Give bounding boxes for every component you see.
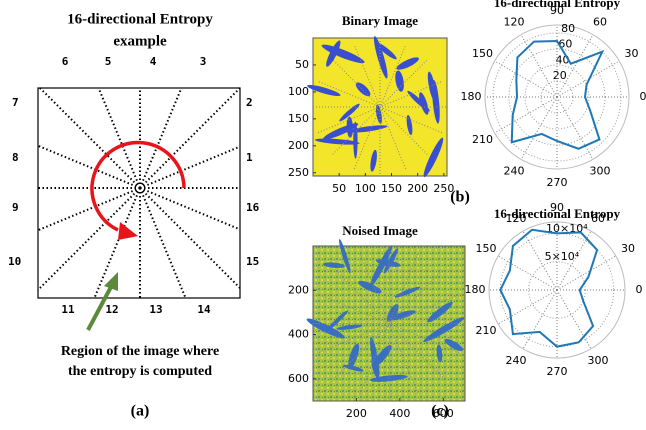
theta-tick-label: 90: [550, 201, 564, 214]
theta-tick-label: 60: [593, 16, 607, 29]
direction-label: 15: [246, 255, 259, 268]
theta-tick-label: 240: [506, 354, 527, 367]
theta-tick-label: 30: [624, 47, 638, 60]
direction-label: 13: [149, 303, 162, 316]
ray: [40, 88, 140, 188]
direction-label: 7: [12, 96, 19, 109]
y-tick-label: 400: [288, 328, 309, 341]
theta-tick-label: 60: [591, 212, 605, 225]
theta-tick-label: 0: [640, 90, 646, 103]
grid-spoke: [498, 290, 557, 324]
direction-label: 1: [246, 151, 253, 164]
image-title: Binary Image: [342, 13, 418, 28]
ray: [140, 88, 240, 188]
arc-arrow: [92, 143, 184, 230]
x-tick-label: 100: [355, 182, 376, 195]
theta-tick-label: 270: [547, 365, 568, 378]
theta-tick-label: 270: [547, 176, 568, 189]
direction-label: 11: [61, 303, 75, 316]
theta-tick-label: 120: [504, 16, 525, 29]
ray: [140, 88, 181, 188]
y-tick-label: 250: [288, 166, 309, 179]
theta-tick-label: 90: [550, 4, 564, 17]
x-tick-label: 200: [407, 182, 428, 195]
ray: [99, 88, 140, 188]
direction-label: 12: [105, 303, 118, 316]
theta-tick-label: 240: [504, 164, 525, 177]
arrow-head: [118, 222, 138, 240]
caption: the entropy is computed: [68, 364, 212, 379]
theta-tick-label: 30: [621, 242, 635, 255]
y-tick-label: 600: [288, 372, 309, 385]
grid-spoke: [495, 97, 557, 133]
ray: [38, 146, 140, 188]
theta-tick-label: 300: [588, 354, 609, 367]
r-tick-label: 20: [553, 69, 567, 82]
theta-tick-label: 300: [590, 164, 611, 177]
panel-label: (a): [131, 403, 150, 420]
image-title: Noised Image: [342, 223, 418, 238]
ray: [38, 188, 140, 290]
r-tick-label: 60: [558, 38, 572, 51]
grid-spoke: [523, 290, 557, 349]
ray: [140, 188, 240, 288]
direction-label: 3: [200, 55, 207, 68]
ray: [38, 188, 140, 230]
ray: [140, 147, 240, 188]
direction-label: 10: [8, 255, 21, 268]
r-tick-label: 5×10⁴: [545, 250, 580, 263]
direction-label: 2: [246, 96, 253, 109]
direction-label: 4: [150, 55, 157, 68]
theta-tick-label: 180: [465, 283, 486, 296]
y-tick-label: 200: [288, 139, 309, 152]
entropy-line: [500, 230, 597, 347]
theta-tick-label: 150: [472, 47, 493, 60]
y-tick-label: 50: [295, 58, 309, 71]
x-tick-label: 150: [381, 182, 402, 195]
direction-label: 6: [62, 55, 69, 68]
theta-tick-label: 210: [475, 324, 496, 337]
theta-tick-label: 210: [472, 133, 493, 146]
panel-a-title: example: [113, 33, 167, 49]
direction-label: 9: [12, 201, 19, 214]
r-tick-label: 80: [561, 22, 575, 35]
figure: 16-directional Entropy example 1 2 3 4 5…: [0, 0, 646, 430]
x-tick-label: 200: [346, 407, 367, 420]
theta-tick-label: 150: [475, 242, 496, 255]
grid-spoke: [521, 35, 557, 97]
x-tick-label: 50: [332, 182, 346, 195]
direction-label: 5: [105, 55, 112, 68]
ray: [140, 188, 186, 298]
x-tick-label: 250: [433, 182, 454, 195]
direction-label: 8: [12, 151, 19, 164]
y-tick-label: 150: [288, 112, 309, 125]
theta-tick-label: 0: [636, 283, 643, 296]
x-tick-label: 600: [433, 407, 454, 420]
y-tick-label: 100: [288, 85, 309, 98]
theta-tick-label: 120: [506, 212, 527, 225]
panel-a-title: 16-directional Entropy: [67, 11, 213, 27]
y-tick-label: 200: [288, 283, 309, 296]
theta-tick-label: 180: [461, 90, 482, 103]
green-arrow-head: [104, 272, 118, 291]
direction-rays: [38, 88, 240, 298]
grid-spoke: [557, 290, 591, 349]
direction-label: 14: [197, 303, 211, 316]
ray: [140, 188, 240, 229]
caption: Region of the image where: [61, 344, 219, 359]
direction-label: 16: [246, 201, 260, 214]
x-tick-label: 400: [389, 407, 410, 420]
